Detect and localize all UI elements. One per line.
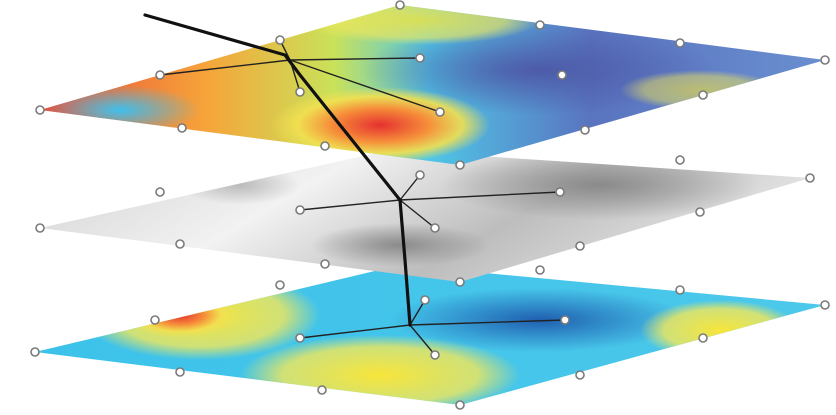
branches (159, 39, 566, 356)
top-layer (40, 5, 825, 165)
nodes (30, 0, 830, 410)
trunk-line (143, 13, 412, 327)
bottom-layer (35, 265, 825, 405)
middle-layer (40, 150, 810, 282)
